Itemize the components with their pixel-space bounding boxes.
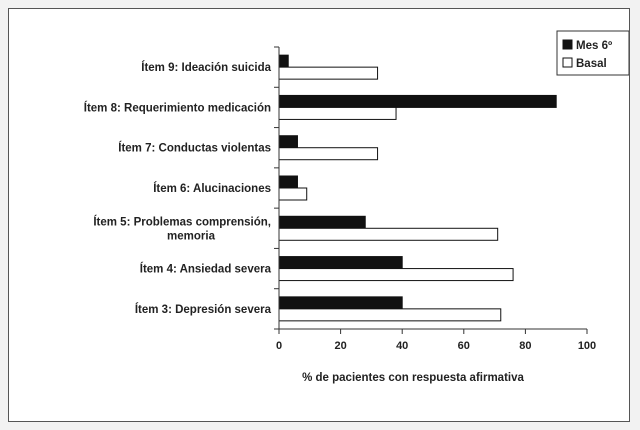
bar-mes6-4 (278, 215, 366, 229)
category-label-1: Ítem 8: Requerimiento medicación (84, 101, 271, 114)
x-tick-label-40: 40 (396, 340, 408, 352)
bars-layer (278, 54, 557, 322)
legend-box (556, 30, 629, 76)
category-label-6: Ítem 3: Depresión severa (135, 303, 272, 316)
category-label-line: Ítem 5: Problemas comprensión, (93, 215, 271, 228)
x-axis-title: % de pacientes con respuesta afirmativa (302, 372, 524, 384)
legend-label-basal: Basal (576, 58, 607, 70)
bar-mes6-5 (278, 256, 403, 270)
x-tick-label-80: 80 (519, 340, 531, 352)
category-label-0: Ítem 9: Ideación suicida (141, 61, 271, 74)
category-label-line: Ítem 4: Ansiedad severa (140, 263, 272, 276)
bar-basal-6 (278, 308, 502, 322)
bar-basal-4 (278, 227, 499, 241)
x-tick-label-0: 0 (276, 340, 282, 352)
category-label-2: Ítem 7: Conductas violentas (118, 142, 271, 155)
x-tick-label-100: 100 (578, 340, 596, 352)
axes-layer (274, 46, 588, 334)
legend-swatch-mes6 (562, 39, 573, 50)
bar-basal-1 (278, 106, 397, 120)
category-label-line: Ítem 3: Depresión severa (135, 303, 272, 316)
category-label-line: Ítem 8: Requerimiento medicación (84, 101, 271, 114)
category-label-4: Ítem 5: Problemas comprensión, memoria (93, 215, 271, 242)
bar-mes6-6 (278, 296, 403, 310)
bar-basal-5 (278, 268, 514, 282)
bar-mes6-2 (278, 135, 298, 149)
bar-basal-3 (278, 187, 308, 201)
category-label-line: Ítem 6: Alucinaciones (153, 182, 271, 195)
labels-layer: Ítem 9: Ideación suicida Ítem 8: Requerim… (84, 61, 596, 352)
category-label-5: Ítem 4: Ansiedad severa (140, 263, 272, 276)
category-label-3: Ítem 6: Alucinaciones (153, 182, 271, 195)
category-label-line: memoria (167, 230, 216, 242)
bar-mes6-0 (278, 54, 289, 68)
bar-mes6-3 (278, 175, 298, 189)
legend-label-mes6: Mes 6º (576, 40, 612, 52)
bar-basal-0 (278, 66, 379, 80)
x-tick-label-60: 60 (458, 340, 470, 352)
category-label-line: Ítem 7: Conductas violentas (118, 142, 271, 155)
bar-chart: Ítem 9: Ideación suicida Ítem 8: Requerim… (84, 30, 629, 384)
x-tick-label-20: 20 (334, 340, 346, 352)
legend: Mes 6º Basal (556, 30, 629, 76)
category-label-line: Ítem 9: Ideación suicida (141, 61, 271, 74)
chart-frame: Ítem 9: Ideación suicida Ítem 8: Requerim… (8, 8, 630, 422)
bar-mes6-1 (278, 94, 557, 108)
legend-swatch-basal (562, 57, 573, 68)
bar-basal-2 (278, 147, 379, 161)
